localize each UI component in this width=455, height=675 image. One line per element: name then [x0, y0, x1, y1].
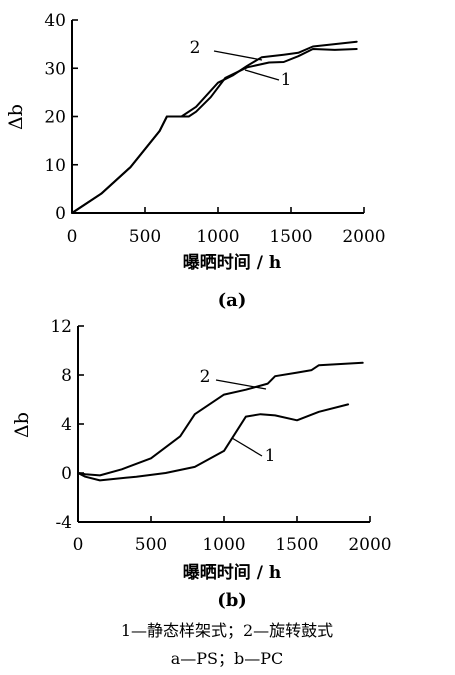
chart-b-series: 21: [77, 361, 364, 482]
chart-a-y-tick-label: 40: [44, 11, 66, 31]
chart-a-y-tick-label: 10: [44, 156, 66, 176]
caption-line-2: a—PS；b—PC: [171, 649, 284, 668]
chart-a-series: 21: [71, 38, 358, 214]
chart-a-series-1-leader: [244, 69, 280, 81]
caption-line-1: 1—静态样架式；2—旋转鼓式: [121, 621, 333, 640]
chart-b-series-2-label: 2: [200, 367, 211, 387]
chart-a-ticks: 0 500 1000 1500 2000 0 10 20 30 40: [44, 11, 385, 247]
chart-b-y-tick-label: 12: [50, 317, 72, 337]
chart-a-y-axis-title: Δb: [5, 104, 27, 130]
chart-b-panel-label: (b): [217, 590, 247, 611]
chart-a-y-tick-label: 0: [55, 204, 66, 224]
chart-b-x-axis-title: 曝晒时间 / h: [183, 562, 281, 583]
chart-b-y-tick-label: 0: [61, 464, 72, 484]
chart-b-series-2-line: [77, 361, 364, 477]
chart-b-x-tick-label: 500: [135, 535, 167, 555]
chart-b-series-2-leader: [215, 379, 267, 390]
chart-b-y-axis-title: Δb: [11, 412, 33, 438]
chart-a-x-tick-label: 1000: [196, 227, 239, 247]
chart-a-y-tick-label: 30: [44, 59, 66, 79]
chart-b-series-1-line: [77, 403, 350, 482]
chart-a-series-2-label: 2: [190, 38, 201, 58]
chart-a-x-tick-label: 2000: [342, 227, 385, 247]
chart-a-series-2-leader: [213, 50, 263, 61]
chart-a-y-tick-label: 20: [44, 108, 66, 128]
chart-b-x-tick-label: 2000: [348, 535, 391, 555]
chart-b-x-tick-label: 1000: [202, 535, 245, 555]
chart-a-series-1-label: 1: [281, 70, 292, 90]
chart-a-x-axis-title: 曝晒时间 / h: [183, 252, 281, 273]
chart-a-series-1-line: [71, 48, 358, 214]
chart-a-x-tick-label: 500: [129, 227, 161, 247]
chart-b-series-1-label: 1: [265, 446, 276, 466]
chart-a-series-2-line: [71, 40, 358, 214]
chart-a-panel-label: (a): [218, 290, 247, 311]
chart-b-y-tick-label: -4: [55, 513, 72, 533]
chart-b-x-tick-label: 1500: [275, 535, 318, 555]
chart-b-x-tick-label: 0: [73, 535, 84, 555]
chart-b-axes: [77, 326, 370, 523]
chart-a-x-tick-label: 0: [67, 227, 78, 247]
chart-b-y-tick-label: 4: [61, 415, 72, 435]
chart-a-x-tick-label: 1500: [269, 227, 312, 247]
chart-b-y-tick-label: 8: [61, 366, 72, 386]
chart-b-series-1-leader: [231, 437, 263, 457]
